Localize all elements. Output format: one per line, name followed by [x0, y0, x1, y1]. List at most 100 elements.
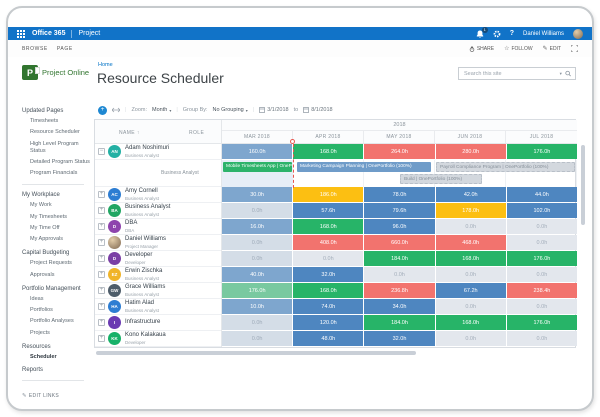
sidebar-item-resource-scheduler[interactable]: Resource Scheduler	[30, 129, 80, 136]
expand-toggle-icon[interactable]: +	[98, 287, 105, 294]
resource-row[interactable]: + EZ Erwin Zischka Business Analyst	[95, 267, 221, 283]
allocation-cell[interactable]: 176.0h	[506, 315, 578, 330]
group-by-select[interactable]: No Grouping ▾	[212, 107, 248, 113]
allocation-cell[interactable]: 468.0h	[435, 235, 506, 250]
date-to-picker[interactable]: 8/1/2018	[303, 107, 333, 113]
allocation-cell[interactable]: 176.0h	[506, 144, 578, 159]
allocation-cell[interactable]: 0.0h	[364, 267, 435, 282]
sidebar-group-reports[interactable]: Reports	[22, 367, 44, 374]
sidebar-item-approvals[interactable]: Approvals	[30, 271, 55, 278]
allocation-cell[interactable]: 184.0h	[364, 315, 435, 330]
expand-toggle-icon[interactable]: +	[98, 271, 105, 278]
assignment-bar[interactable]: Build | OnePortfolio (100%)	[400, 174, 482, 184]
allocation-cell[interactable]: 40.0h	[222, 267, 293, 282]
horizontal-scrollbar[interactable]	[96, 351, 416, 355]
collapse-toggle-icon[interactable]: −	[98, 148, 105, 155]
allocation-cell[interactable]: 0.0h	[222, 251, 293, 266]
sidebar-item-project-requests[interactable]: Project Requests	[30, 260, 72, 267]
allocation-cell[interactable]: 16.0h	[222, 219, 293, 234]
add-button[interactable]: +	[98, 105, 107, 115]
search-icon[interactable]	[565, 70, 571, 77]
resource-row[interactable]: − AN Adam Noshimuri Business Analyst	[95, 144, 221, 160]
allocation-cell[interactable]: 0.0h	[506, 267, 578, 282]
breadcrumb[interactable]: Home	[98, 62, 113, 68]
allocation-cell[interactable]: 236.8h	[364, 283, 435, 298]
allocation-cell[interactable]: 96.0h	[364, 219, 435, 234]
allocation-cell[interactable]: 0.0h	[435, 299, 506, 314]
sidebar-group-my-workplace[interactable]: My Workplace	[22, 192, 60, 199]
sidebar-item-high-level-program-status[interactable]: High Level Program Status	[30, 140, 79, 154]
allocation-cell[interactable]: 178.0h	[435, 203, 506, 218]
allocation-cell[interactable]: 168.0h	[435, 251, 506, 266]
resource-row[interactable]: + D DBA DBA	[95, 219, 221, 235]
allocation-cell[interactable]: 102.0h	[506, 203, 578, 218]
user-avatar[interactable]	[573, 28, 583, 39]
zoom-select[interactable]: Month ▾	[152, 107, 172, 113]
allocation-cell[interactable]: 79.6h	[364, 203, 435, 218]
allocation-cell[interactable]: 44.0h	[506, 187, 578, 202]
allocation-cell[interactable]: 0.0h	[506, 299, 578, 314]
resource-row[interactable]: + BA Business Analyst Business Analyst	[95, 203, 221, 219]
allocation-cell[interactable]: 120.0h	[293, 315, 364, 330]
resource-row[interactable]: + AC Amy Cornell Business Analyst	[95, 187, 221, 203]
share-button[interactable]: SHARE	[469, 46, 494, 52]
allocation-cell[interactable]: 0.0h	[506, 331, 578, 346]
allocation-cell[interactable]: 34.0h	[364, 299, 435, 314]
vertical-scrollbar[interactable]	[581, 145, 585, 225]
allocation-cell[interactable]: 32.0h	[293, 267, 364, 282]
sidebar-item-my-approvals[interactable]: My Approvals	[30, 236, 64, 243]
sidebar-item-my-timesheets[interactable]: My Timesheets	[30, 213, 67, 220]
expand-toggle-icon[interactable]: +	[98, 319, 105, 326]
brand-label[interactable]: Office 365	[32, 30, 66, 37]
sidebar-item-portfolio-analyses[interactable]: Portfolio Analyses	[30, 318, 74, 325]
sidebar-item-scheduler[interactable]: Scheduler	[30, 353, 57, 360]
sidebar-group-portfolio-management[interactable]: Portfolio Management	[22, 285, 81, 292]
allocation-cell[interactable]: 10.0h	[222, 299, 293, 314]
name-column-header[interactable]: NAME ↑	[119, 130, 140, 136]
expand-toggle-icon[interactable]: +	[98, 303, 105, 310]
assignment-bar[interactable]: Payroll Compliance Program | OnePortfoli…	[436, 162, 575, 172]
allocation-cell[interactable]: 408.0h	[293, 235, 364, 250]
focus-icon[interactable]	[571, 45, 578, 52]
sidebar-item-portfolios[interactable]: Portfolios	[30, 306, 53, 313]
allocation-cell[interactable]: 0.0h	[435, 219, 506, 234]
allocation-cell[interactable]: 74.0h	[293, 299, 364, 314]
search-input[interactable]	[464, 70, 558, 77]
assignment-bar[interactable]: Marketing Campaign Planning | OnePortfol…	[297, 162, 431, 172]
allocation-cell[interactable]: 176.0h	[506, 251, 578, 266]
resource-row[interactable]: + KK Kono Kalakaua Developer	[95, 331, 221, 347]
resource-row[interactable]: + I Infrastructure	[95, 315, 221, 331]
allocation-cell[interactable]: 168.0h	[435, 315, 506, 330]
resource-row[interactable]: + D Developer Developer	[95, 251, 221, 267]
allocation-cell[interactable]: 168.0h	[293, 219, 364, 234]
sidebar-group-updated-pages[interactable]: Updated Pages	[22, 108, 64, 114]
allocation-cell[interactable]: 160.0h	[222, 144, 293, 159]
chevron-down-icon[interactable]: ▾	[559, 70, 562, 76]
expand-toggle-icon[interactable]: +	[98, 335, 105, 342]
allocation-cell[interactable]: 168.0h	[293, 283, 364, 298]
allocation-cell[interactable]: 0.0h	[222, 331, 293, 346]
follow-button[interactable]: ☆ FOLLOW	[504, 45, 533, 53]
allocation-cell[interactable]: 0.0h	[222, 315, 293, 330]
allocation-cell[interactable]: 0.0h	[222, 203, 293, 218]
sidebar-item-projects[interactable]: Projects	[30, 329, 50, 336]
resource-row[interactable]: + HA Hatim Alad Business Analyst	[95, 299, 221, 315]
allocation-cell[interactable]: 67.2h	[435, 283, 506, 298]
resource-row[interactable]: + Daniel Williams Project Manager	[95, 235, 221, 251]
expand-toggle-icon[interactable]: +	[98, 239, 105, 246]
sidebar-item-program-financials[interactable]: Program Financials	[30, 170, 78, 177]
tab-page[interactable]: PAGE	[56, 45, 73, 52]
expand-toggle-icon[interactable]: +	[98, 207, 105, 214]
allocation-cell[interactable]: 0.0h	[222, 235, 293, 250]
settings-gear-icon[interactable]	[493, 30, 501, 38]
allocation-cell[interactable]: 30.0h	[222, 187, 293, 202]
help-icon[interactable]: ?	[509, 30, 514, 37]
allocation-cell[interactable]: 32.0h	[364, 331, 435, 346]
allocation-cell[interactable]: 264.0h	[364, 144, 435, 159]
role-column-header[interactable]: ROLE	[189, 130, 205, 136]
date-from-picker[interactable]: 3/1/2018	[259, 107, 289, 113]
allocation-cell[interactable]: 168.0h	[293, 144, 364, 159]
allocation-cell[interactable]: 57.6h	[293, 203, 364, 218]
expand-toggle-icon[interactable]: +	[98, 223, 105, 230]
fit-timeline-icon[interactable]	[112, 107, 120, 113]
